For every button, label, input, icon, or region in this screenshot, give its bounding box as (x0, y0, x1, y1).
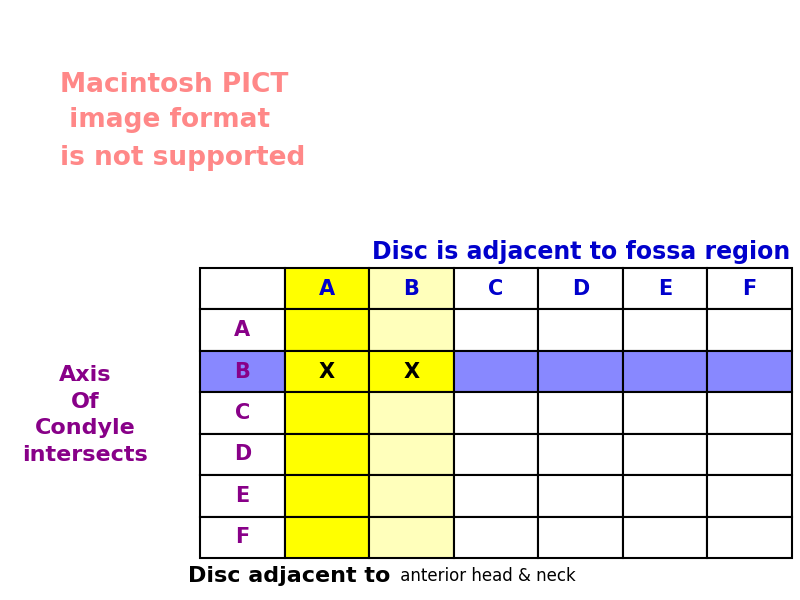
Text: D: D (234, 445, 251, 464)
Text: B: B (403, 279, 419, 299)
Bar (285, 310, 369, 351)
Text: anterior head & neck: anterior head & neck (395, 567, 576, 585)
Bar (369, 310, 454, 351)
Bar (200, 392, 285, 434)
Bar (285, 268, 369, 310)
Text: D: D (572, 279, 589, 299)
Bar (623, 310, 707, 351)
Text: F: F (742, 279, 757, 299)
Text: X: X (318, 362, 335, 382)
Bar (623, 268, 707, 310)
Bar (285, 392, 369, 434)
Bar (623, 434, 707, 475)
Text: A: A (318, 279, 335, 299)
Bar (200, 351, 285, 392)
Text: B: B (234, 362, 250, 382)
Text: is not supported: is not supported (60, 145, 306, 171)
Bar (200, 434, 285, 475)
Bar (369, 392, 454, 434)
Bar (369, 434, 454, 475)
Bar (623, 392, 707, 434)
Text: A: A (234, 320, 250, 340)
Bar (623, 475, 707, 517)
Bar (707, 434, 792, 475)
Bar (707, 517, 792, 558)
Text: Axis
Of
Condyle
intersects: Axis Of Condyle intersects (22, 365, 148, 464)
Bar (200, 310, 285, 351)
Bar (369, 475, 454, 517)
Bar (285, 517, 369, 558)
Bar (538, 268, 623, 310)
Bar (454, 392, 538, 434)
Bar (200, 475, 285, 517)
Bar (369, 351, 454, 392)
Bar (285, 434, 369, 475)
Text: Macintosh PICT: Macintosh PICT (60, 72, 288, 98)
Bar (200, 268, 285, 310)
Bar (538, 310, 623, 351)
Bar (623, 517, 707, 558)
Bar (707, 310, 792, 351)
Bar (538, 434, 623, 475)
Bar (454, 475, 538, 517)
Bar (707, 392, 792, 434)
Text: image format: image format (60, 107, 270, 133)
Bar (454, 434, 538, 475)
Bar (538, 351, 623, 392)
Bar (454, 268, 538, 310)
Bar (369, 517, 454, 558)
Bar (285, 351, 369, 392)
Text: C: C (488, 279, 504, 299)
Bar (538, 392, 623, 434)
Text: X: X (403, 362, 419, 382)
Bar (707, 268, 792, 310)
Text: Disc adjacent to: Disc adjacent to (188, 566, 390, 586)
Text: E: E (235, 486, 250, 506)
Text: F: F (235, 527, 250, 547)
Bar (454, 310, 538, 351)
Bar (538, 475, 623, 517)
Bar (285, 475, 369, 517)
Bar (707, 475, 792, 517)
Text: C: C (234, 403, 250, 423)
Text: Disc is adjacent to fossa region: Disc is adjacent to fossa region (372, 240, 790, 264)
Bar (538, 517, 623, 558)
Bar (369, 268, 454, 310)
Bar (454, 351, 538, 392)
Bar (623, 351, 707, 392)
Text: E: E (658, 279, 672, 299)
Bar (200, 517, 285, 558)
Bar (454, 517, 538, 558)
Bar (707, 351, 792, 392)
